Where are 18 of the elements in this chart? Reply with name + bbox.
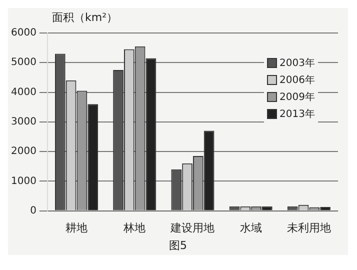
x-tick-label: 耕地	[66, 221, 88, 234]
legend-label: 2009年	[280, 91, 315, 104]
y-tick-label: 0	[30, 205, 36, 216]
x-tick-label: 未利用地	[286, 221, 331, 234]
x-tick-label: 林地	[122, 221, 146, 234]
x-tick-label: 水域	[240, 221, 262, 234]
y-tick-label: 6000	[10, 28, 36, 39]
y-tick-label: 1000	[10, 176, 36, 187]
legend-label: 2003年	[280, 57, 315, 70]
legend-label: 2013年	[280, 108, 315, 121]
y-tick-label: 3000	[10, 116, 36, 128]
y-axis-title: 面积（km²）	[52, 10, 118, 25]
y-tick-label: 4000	[10, 86, 36, 98]
caption: 图5	[168, 238, 188, 254]
y-tick-label: 5000	[10, 57, 36, 68]
x-tick-label: 建设用地	[170, 221, 215, 234]
y-tick-label: 2000	[10, 146, 36, 158]
legend-label: 2006年	[280, 74, 315, 87]
